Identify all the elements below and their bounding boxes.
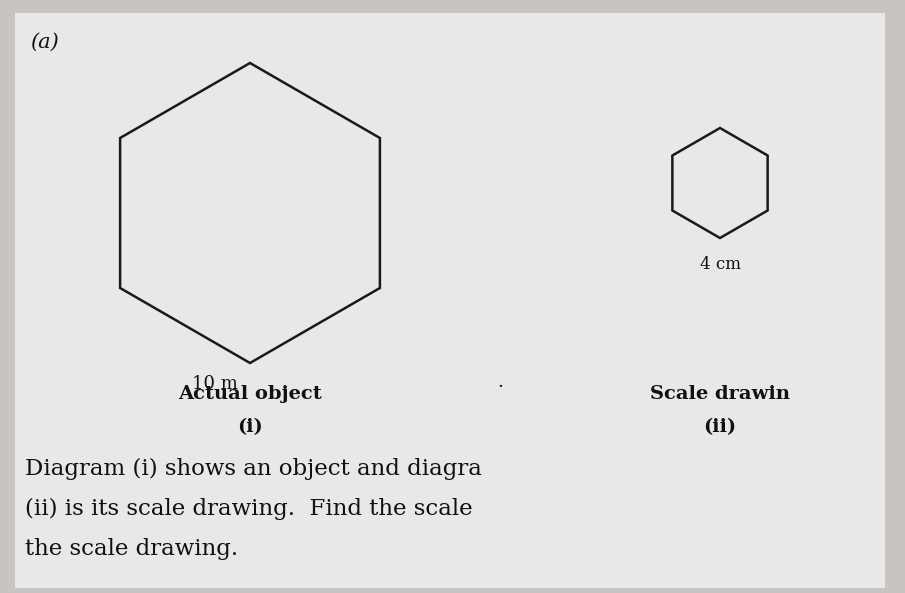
Text: (i): (i): [237, 418, 262, 436]
Text: 4 cm: 4 cm: [700, 256, 740, 273]
Text: (ii): (ii): [703, 418, 737, 436]
Text: 10 m: 10 m: [192, 375, 238, 393]
Text: Scale drawin: Scale drawin: [650, 385, 790, 403]
Text: (a): (a): [30, 33, 59, 52]
Text: ·: ·: [497, 378, 503, 396]
Text: (ii) is its scale drawing.  Find the scale: (ii) is its scale drawing. Find the scal…: [25, 498, 472, 520]
Text: the scale drawing.: the scale drawing.: [25, 538, 238, 560]
FancyBboxPatch shape: [15, 13, 885, 588]
Text: Diagram (i) shows an object and diagra: Diagram (i) shows an object and diagra: [25, 458, 481, 480]
Text: Actual object: Actual object: [178, 385, 322, 403]
